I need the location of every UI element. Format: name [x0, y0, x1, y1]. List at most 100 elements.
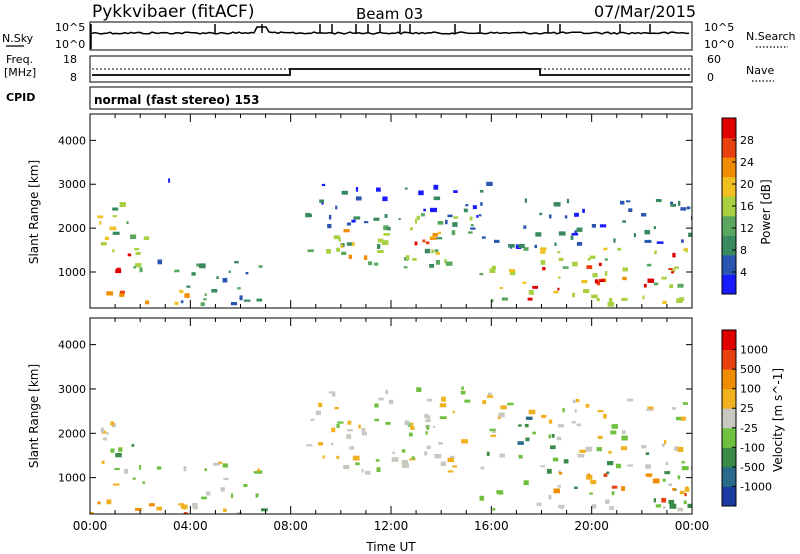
heatmap-cell [416, 387, 422, 392]
heatmap-cell [447, 214, 453, 218]
heatmap-cell [186, 285, 191, 288]
y-tick-label: 1000 [58, 472, 86, 485]
heatmap-cell [430, 237, 437, 240]
heatmap-cell [517, 441, 524, 445]
heatmap-cell [498, 412, 505, 418]
heatmap-cell [156, 466, 162, 470]
heatmap-cell [489, 428, 496, 432]
heatmap-cell [258, 265, 263, 268]
heatmap-cell [452, 465, 458, 468]
heatmap-cell [182, 504, 187, 510]
nsky-right-tick-bottom: 10^0 [704, 38, 734, 51]
heatmap-cell [377, 238, 384, 243]
heatmap-cell [355, 196, 362, 201]
heatmap-cell [668, 483, 672, 486]
heatmap-cell [654, 250, 657, 255]
heatmap-cell [603, 413, 607, 419]
heatmap-cell [486, 451, 490, 457]
heatmap-cell [481, 236, 486, 239]
heatmap-cell [156, 506, 163, 511]
colorbar-tick-label: 12 [740, 222, 754, 235]
colorbar-segment [722, 215, 736, 236]
heatmap-cell [679, 490, 685, 495]
heatmap-cell [596, 447, 602, 452]
heatmap-cell [253, 471, 260, 474]
heatmap-cell [243, 484, 248, 488]
heatmap-cell [491, 265, 496, 270]
heatmap-cell [643, 283, 647, 288]
heatmap-cell [384, 214, 388, 218]
heatmap-cell [424, 451, 428, 456]
heatmap-cell [411, 422, 414, 428]
heatmap-cell [102, 430, 107, 434]
heatmap-cell [476, 215, 479, 218]
heatmap-cell [211, 289, 218, 293]
heatmap-cell [322, 455, 325, 459]
heatmap-cell [204, 293, 207, 297]
heatmap-cell [607, 461, 614, 466]
heatmap-cell [341, 244, 344, 248]
heatmap-cell [688, 232, 692, 237]
heatmap-cell [470, 227, 476, 230]
heatmap-cell [553, 290, 559, 294]
heatmap-cell [331, 442, 334, 446]
heatmap-cell [100, 428, 104, 433]
heatmap-cell [231, 493, 233, 499]
heatmap-cell [346, 242, 354, 246]
heatmap-cell [563, 459, 569, 464]
heatmap-cell [347, 429, 353, 432]
freq-tick-top: 18 [63, 53, 77, 66]
heatmap-cell [110, 448, 115, 453]
heatmap-cell [439, 416, 447, 419]
heatmap-cell [576, 242, 583, 246]
heatmap-cell [310, 213, 312, 217]
heatmap-cell [622, 276, 627, 281]
freq-panel: Freq. [MHz] 18 8 60 0 Nave [4, 53, 774, 84]
heatmap-cell [236, 511, 243, 514]
x-tick-label: 08:00 [273, 519, 308, 533]
heatmap-cell [383, 233, 390, 236]
x-tick-label: 00:00 [675, 519, 710, 533]
heatmap-cell [435, 260, 440, 265]
heatmap-cell [548, 494, 552, 500]
heatmap-cell [661, 497, 667, 503]
heatmap-cell [523, 480, 529, 486]
heatmap-cell [540, 465, 546, 468]
heatmap-cell [206, 491, 211, 496]
heatmap-cell [653, 282, 659, 286]
heatmap-cell [497, 492, 504, 495]
heatmap-cell [422, 239, 426, 243]
heatmap-cell [119, 202, 126, 207]
heatmap-cell [598, 279, 605, 282]
heatmap-cell [490, 434, 497, 437]
heatmap-cell [424, 413, 429, 419]
heatmap-cell [401, 463, 409, 468]
heatmap-cell [425, 431, 428, 435]
heatmap-cell [127, 253, 132, 257]
heatmap-cell [445, 219, 448, 225]
heatmap-cell [363, 255, 368, 260]
heatmap-cell [642, 295, 645, 300]
heatmap-cell [591, 294, 598, 299]
heatmap-cell [606, 471, 610, 475]
heatmap-cell [335, 205, 338, 210]
heatmap-cell [662, 506, 666, 509]
heatmap-cell [179, 290, 184, 294]
heatmap-cell [597, 435, 603, 439]
heatmap-cell [499, 453, 505, 458]
heatmap-cell [684, 487, 690, 492]
heatmap-cell [440, 461, 446, 467]
heatmap-cell [204, 468, 207, 472]
heatmap-cell [610, 430, 617, 435]
heatmap-cell [604, 271, 608, 276]
heatmap-cell [585, 403, 590, 408]
heatmap-cell [193, 507, 198, 510]
heatmap-cell [557, 287, 560, 291]
heatmap-cell [97, 215, 104, 219]
heatmap-cell [212, 462, 220, 466]
heatmap-cell [542, 267, 546, 271]
heatmap-cell [518, 424, 522, 427]
heatmap-cell [621, 486, 625, 491]
cpid-panel [89, 86, 693, 110]
heatmap-cell [461, 439, 468, 444]
